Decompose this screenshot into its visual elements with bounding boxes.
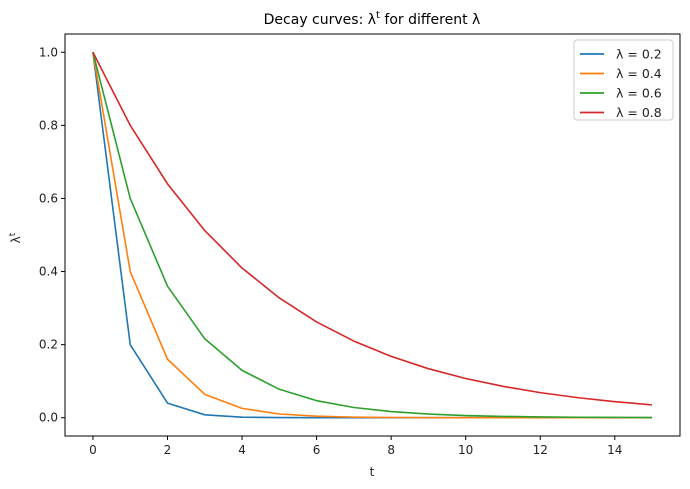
x-tick-label: 10: [458, 443, 473, 457]
x-tick-label: 12: [533, 443, 548, 457]
series-line-1: [92, 52, 653, 419]
x-tick-label: 6: [313, 443, 321, 457]
x-tick-label: 2: [164, 443, 172, 457]
legend-label: λ = 0.2: [616, 47, 662, 62]
legend-label: λ = 0.8: [616, 105, 662, 120]
y-tick-label: 1.0: [39, 45, 58, 59]
y-axis: 0.0 0.2 0.4 0.6 0.8 1.0: [39, 45, 65, 425]
chart-title: Decay curves: λt for different λ: [264, 10, 481, 28]
series-line-2: [92, 52, 653, 419]
legend: λ = 0.2 λ = 0.4 λ = 0.6 λ = 0.8: [573, 39, 674, 121]
y-axis-label: λt: [8, 232, 23, 243]
y-tick-label: 0.0: [39, 411, 58, 425]
series-line-0: [92, 52, 653, 419]
x-tick-label: 0: [89, 443, 97, 457]
plot-area: [64, 33, 681, 437]
x-tick-label: 8: [387, 443, 395, 457]
y-tick-label: 0.2: [39, 338, 58, 352]
y-tick-label: 0.4: [39, 265, 58, 279]
legend-label: λ = 0.4: [616, 66, 662, 81]
axes-frame: [64, 33, 681, 437]
series-line-3: [92, 51, 653, 406]
legend-frame: [573, 39, 674, 121]
x-tick-label: 4: [238, 443, 246, 457]
x-axis-label: t: [370, 465, 375, 479]
legend-label: λ = 0.6: [616, 86, 662, 101]
series-lines: [92, 51, 653, 419]
x-tick-label: 14: [607, 443, 622, 457]
y-tick-label: 0.6: [39, 191, 58, 205]
y-tick-label: 0.8: [39, 118, 58, 132]
x-axis: 0 2 4 6 8 10 12 14: [89, 436, 622, 457]
